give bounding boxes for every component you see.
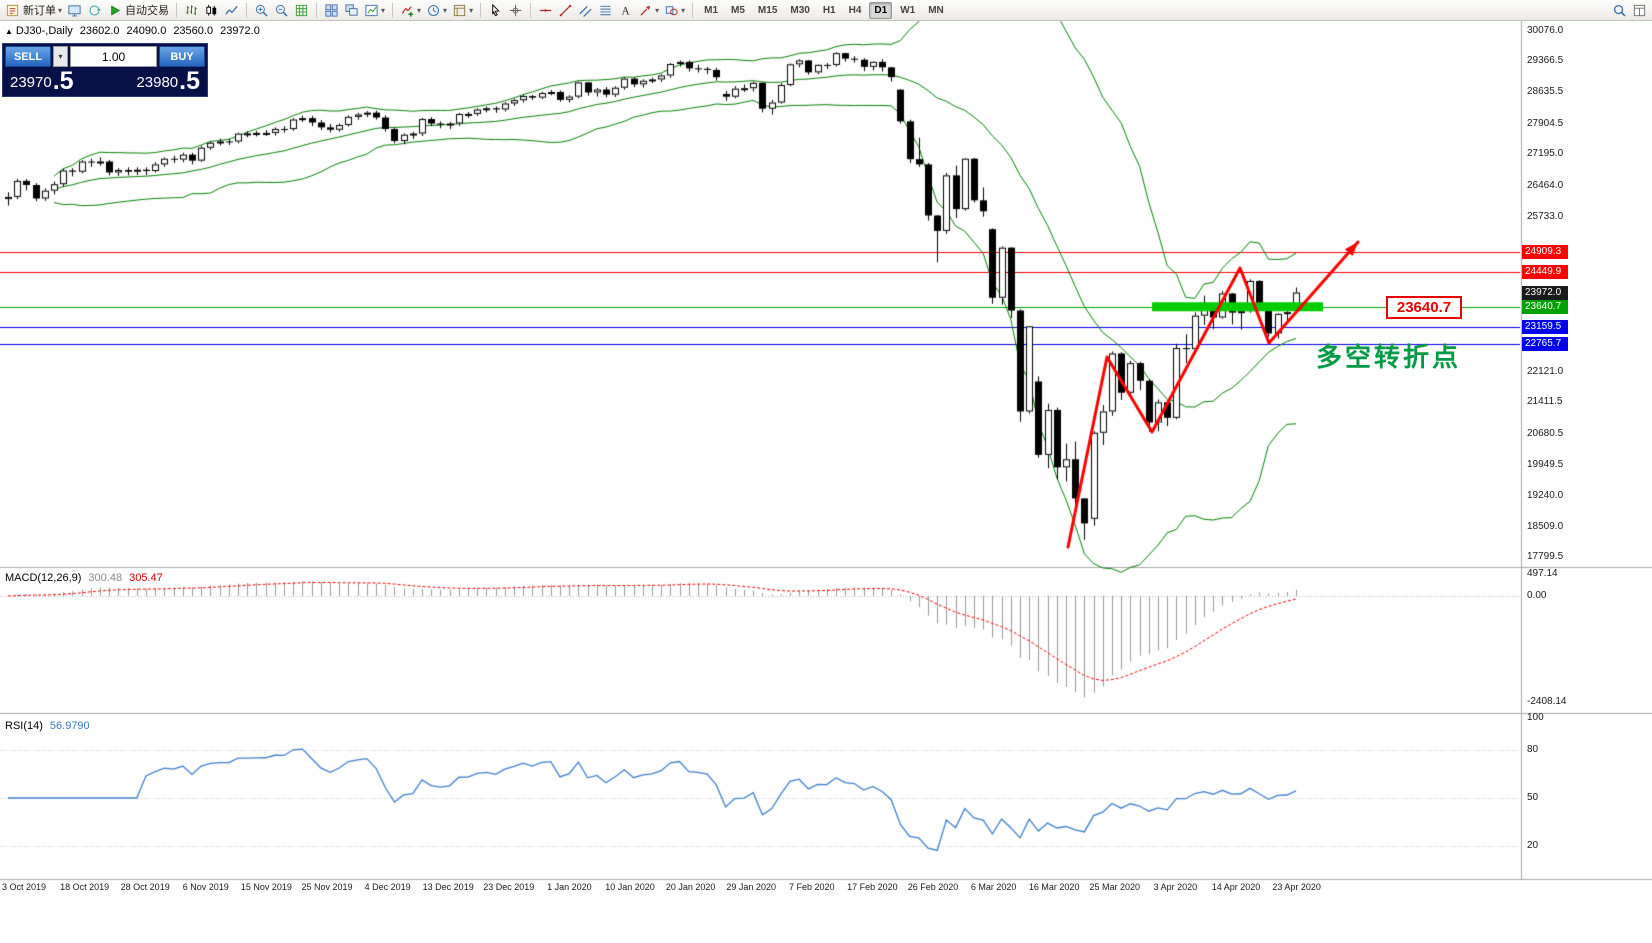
chevron-down-icon: ▾ [655,5,660,15]
indicators-icon[interactable]: ▾ [398,1,423,19]
timeframe-m15-button[interactable]: M15 [757,4,778,16]
zoom-out-icon[interactable] [272,1,291,19]
chevron-down-icon: ▾ [681,5,686,15]
timeframe-m1-button[interactable]: M1 [704,4,719,16]
toolbar: 新订单 ▾ 自动交易 ▾ ▾ ▾ ▾ A ▾ ▾ M1 M5 M15 M30 H1 H4 D1 W1 MN [0,0,1652,21]
indicators-icon [401,5,414,17]
timeframe-mn-button[interactable]: MN [928,4,944,16]
timeframe-h1-button[interactable]: H1 [822,4,836,16]
cursor-icon [492,3,500,16]
trend-line-icon[interactable] [556,1,575,19]
data-window-icon [1633,4,1646,16]
timeframe-d1-button[interactable]: D1 [869,1,893,19]
grid-icon[interactable] [292,1,311,19]
bar-chart-mode-icon [186,4,197,15]
horizontal-line-icon[interactable] [536,1,555,19]
candlestick-mode-icon [206,4,217,16]
text-label-icon[interactable]: A [616,1,635,19]
chevron-down-icon: ▾ [417,5,422,15]
timeframe-h4-button[interactable]: H4 [848,4,862,16]
toolbar-separator [692,2,694,18]
autotrading-label: 自动交易 [125,5,170,17]
svg-text:A: A [622,5,631,17]
shapes-icon[interactable]: ▾ [662,1,687,19]
bar-chart-mode-icon[interactable] [182,1,201,19]
candlestick-mode-icon[interactable] [202,1,221,19]
charts-window-icon [68,4,81,16]
toolbar-separator [392,2,394,18]
new-order-icon [6,4,19,16]
toolbar-separator [316,2,318,18]
refresh-icon [89,5,101,15]
toolbar-separator [176,2,178,18]
zoom-in-icon [255,4,268,17]
cascade-windows-icon[interactable] [342,1,361,19]
line-chart-mode-icon[interactable] [222,1,241,19]
chevron-down-icon: ▾ [469,5,474,15]
toolbar-separator [480,2,482,18]
periods-icon[interactable]: ▾ [424,1,449,19]
shapes-icon [665,5,678,15]
timeframe-m5-button[interactable]: M5 [731,4,745,16]
zoom-out-icon [275,4,288,17]
templates-icon [453,4,466,16]
new-order-label: 新订单 [23,5,56,17]
chevron-down-icon: ▾ [58,5,63,15]
refresh-icon[interactable] [85,1,104,19]
new-chart-icon [365,4,378,16]
equidistant-channel-icon [579,5,592,17]
text-label-icon: A [622,5,631,17]
line-chart-mode-icon [225,5,238,15]
autotrading-icon [111,4,121,16]
trend-line-icon [559,4,572,16]
new-chart-icon[interactable]: ▾ [362,1,387,19]
fibonacci-icon[interactable] [596,1,615,19]
toolbar-separator [246,2,248,18]
crosshair-icon[interactable] [506,1,525,19]
templates-icon[interactable]: ▾ [450,1,475,19]
crosshair-icon [509,4,522,16]
grid-icon [295,4,308,16]
arrows-icon [640,5,651,16]
timeframe-m30-button[interactable]: M30 [790,4,810,16]
zoom-in-icon[interactable] [252,1,271,19]
search-icon[interactable] [1610,1,1629,19]
tile-windows-icon [325,3,338,17]
cascade-windows-icon [345,3,358,16]
chevron-down-icon: ▾ [381,5,386,15]
horizontal-line-icon [539,8,552,12]
new-order-button[interactable]: 新订单 ▾ [3,1,64,19]
toolbar-separator [530,2,532,18]
fibonacci-icon [600,5,611,15]
equidistant-channel-icon[interactable] [576,1,595,19]
charts-window-icon[interactable] [65,1,84,19]
search-icon [1613,4,1626,16]
data-window-icon[interactable] [1630,1,1649,19]
cursor-icon[interactable] [486,1,505,19]
timeframe-w1-button[interactable]: W1 [900,4,916,16]
tile-windows-icon[interactable] [322,1,341,19]
chevron-down-icon: ▾ [443,5,448,15]
autotrading-button[interactable]: 自动交易 [105,1,171,19]
periods-icon [428,4,439,16]
arrows-icon[interactable]: ▾ [636,1,661,19]
